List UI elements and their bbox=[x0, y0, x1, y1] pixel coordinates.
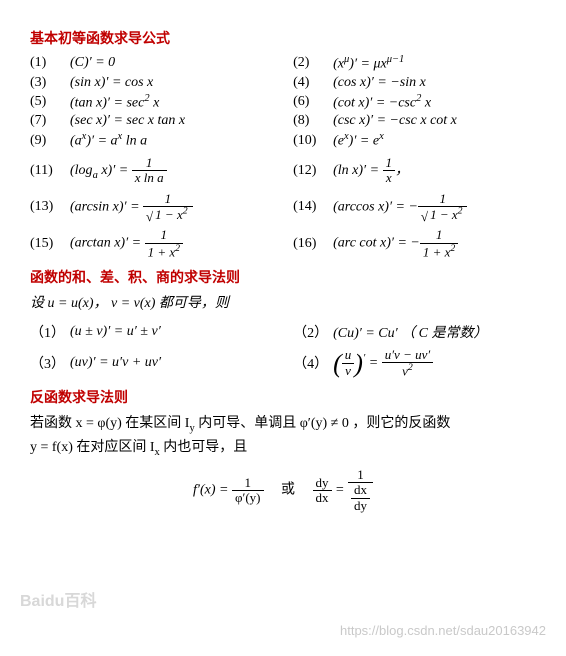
section-title-inverse: 反函数求导法则 bbox=[30, 387, 536, 407]
formula-number: （4） bbox=[293, 353, 333, 373]
formula-number: （3） bbox=[30, 353, 70, 373]
formula-number: (16) bbox=[293, 236, 333, 252]
section-title-basic: 基本初等函数求导公式 bbox=[30, 28, 536, 48]
section-title-rules: 函数的和、差、积、商的求导法则 bbox=[30, 267, 536, 287]
inverse-formula: f′(x) = 1φ′(y) 或 dydx = 1dxdy bbox=[30, 468, 536, 513]
formula-text: (tan x)′ = sec2 x bbox=[70, 93, 159, 112]
formula-text: (csc x)′ = −csc x cot x bbox=[333, 113, 457, 129]
formula-number: (10) bbox=[293, 133, 333, 149]
formula-number: （2） bbox=[293, 322, 333, 342]
formula-text: (arctan x)′ = 11 + x2 bbox=[70, 228, 183, 259]
formula-text: (cos x)′ = −sin x bbox=[333, 75, 426, 91]
formula-text: (sin x)′ = cos x bbox=[70, 75, 153, 91]
formula-number: (3) bbox=[30, 75, 70, 91]
formula-text: (sec x)′ = sec x tan x bbox=[70, 113, 185, 129]
formula-number: (14) bbox=[293, 199, 333, 215]
formula-text: (uv)′ = u′v + uv′ bbox=[70, 355, 161, 371]
formula-text: (ex)′ = ex bbox=[333, 131, 384, 150]
formula-number: (13) bbox=[30, 199, 70, 215]
formula-text: (Cu)′ = Cu′ （ C 是常数） bbox=[333, 322, 487, 342]
inverse-line1: 若函数 x = φ(y) 在某区间 Iy 内可导、单调且 φ′(y) ≠ 0 ，… bbox=[30, 416, 450, 431]
formula-number: (5) bbox=[30, 94, 70, 110]
formula-text: (ax)′ = ax ln a bbox=[70, 131, 147, 150]
baidu-watermark: Baidu百科 bbox=[20, 587, 96, 611]
formula-number: (4) bbox=[293, 75, 333, 91]
formula-text: (arc cot x)′ = −11 + x2 bbox=[333, 228, 458, 259]
formula-text: (xμ)′ = μxμ−1 bbox=[333, 54, 404, 73]
formula-number: (7) bbox=[30, 113, 70, 129]
formula-number: (2) bbox=[293, 55, 333, 71]
formula-number: (11) bbox=[30, 163, 70, 179]
formula-number: (12) bbox=[293, 163, 333, 179]
formula-number: (8) bbox=[293, 113, 333, 129]
formula-number: (6) bbox=[293, 94, 333, 110]
formula-number: (1) bbox=[30, 55, 70, 71]
formula-text: (C)′ = 0 bbox=[70, 55, 115, 71]
formula-text: (u ± v)′ = u′ ± v′ bbox=[70, 324, 161, 340]
formula-text: (cot x)′ = −csc2 x bbox=[333, 93, 431, 112]
csdn-watermark: https://blog.csdn.net/sdau20163942 bbox=[340, 623, 546, 638]
inverse-text: 若函数 x = φ(y) 在某区间 Iy 内可导、单调且 φ′(y) ≠ 0 ，… bbox=[30, 413, 536, 462]
formula-text: (ln x)′ = 1x， bbox=[333, 156, 409, 186]
formula-text: (loga x)′ = 1x ln a bbox=[70, 156, 167, 186]
formula-text: (arcsin x)′ = 11 − x2 bbox=[70, 192, 193, 223]
rules-intro: 设 u = u(x)， v = v(x) 都可导，则 bbox=[30, 293, 536, 315]
inverse-line2: y = f(x) 在对应区间 Ix 内也可导，且 bbox=[30, 440, 247, 455]
formula-number: (9) bbox=[30, 133, 70, 149]
formula-number: （1） bbox=[30, 322, 70, 342]
formula-text: (uv)′ = u′v − uv′v2 bbox=[333, 348, 433, 379]
formula-number: (15) bbox=[30, 236, 70, 252]
formula-text: (arccos x)′ = −11 − x2 bbox=[333, 192, 467, 223]
